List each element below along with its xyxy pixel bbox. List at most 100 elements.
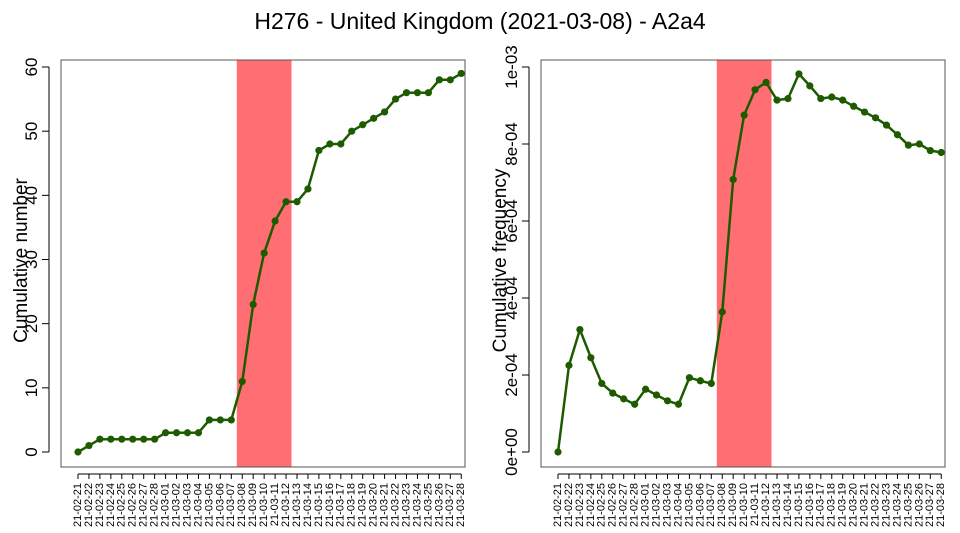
data-point (85, 441, 93, 450)
x-tick-label: 21-03-01 (640, 483, 652, 527)
x-tick-label: 21-03-01 (160, 483, 172, 527)
data-point (348, 127, 356, 135)
x-tick-label: 21-03-16 (324, 483, 336, 527)
x-tick-label: 21-03-05 (683, 483, 695, 527)
data-point (435, 76, 443, 84)
page-title: H276 - United Kingdom (2021-03-08) - A2a… (254, 8, 706, 34)
data-point (326, 140, 334, 148)
x-tick-label: 21-03-13 (771, 483, 783, 527)
data-point (457, 69, 465, 78)
data-point (762, 78, 770, 86)
x-tick-label: 21-03-24 (411, 483, 423, 527)
x-tick-label: 21-03-04 (672, 483, 684, 527)
data-point (609, 389, 617, 397)
data-point (271, 217, 279, 225)
data-point (871, 114, 880, 122)
data-point (663, 397, 672, 405)
x-tick-label: 21-03-04 (192, 483, 204, 527)
data-point (107, 435, 115, 443)
x-tick-label: 21-03-11 (269, 483, 281, 526)
y-axis-title: Cumulative number (11, 177, 32, 342)
data-point (729, 175, 737, 184)
x-tick-label: 21-03-10 (258, 483, 270, 527)
x-tick-label: 21-02-25 (116, 483, 128, 527)
data-point (882, 121, 891, 129)
data-point (424, 89, 432, 97)
data-point (282, 198, 290, 206)
y-tick-label: 6e-04 (502, 199, 521, 242)
x-tick-label: 21-02-21 (552, 483, 564, 527)
x-tick-label: 21-03-17 (335, 483, 347, 527)
data-point (861, 108, 869, 116)
x-tick-label: 21-03-26 (433, 483, 445, 527)
x-tick-label: 21-03-15 (793, 483, 805, 527)
data-point (381, 108, 389, 116)
data-point (817, 94, 825, 103)
y-tick-label: 2e-04 (502, 353, 521, 396)
x-tick-label: 21-02-24 (105, 483, 117, 527)
x-tick-label: 21-03-02 (650, 483, 662, 527)
data-point (227, 416, 235, 424)
x-tick-label: 21-03-07 (705, 483, 717, 527)
data-point (652, 391, 661, 399)
data-point (151, 435, 159, 443)
data-point (740, 111, 748, 119)
x-tick-label: 21-02-23 (574, 483, 586, 527)
data-point (674, 400, 683, 408)
data-point (260, 249, 268, 257)
x-tick-label: 21-02-27 (138, 483, 150, 527)
data-point (446, 76, 454, 84)
x-tick-label: 21-03-08 (716, 483, 728, 527)
x-tick-label: 21-03-05 (203, 483, 215, 527)
x-tick-label: 21-03-21 (859, 483, 871, 527)
plot-frame (540, 59, 946, 468)
x-tick-label: 21-02-28 (149, 483, 161, 527)
x-tick-label: 21-03-09 (247, 483, 259, 527)
x-tick-label: 21-03-20 (368, 483, 380, 527)
y-tick-label: 1e-03 (502, 45, 521, 88)
data-point (194, 429, 203, 437)
data-point (249, 300, 257, 309)
data-point (370, 114, 378, 122)
y-tick-label: 50 (22, 122, 41, 141)
x-tick-label: 21-02-26 (127, 483, 139, 527)
x-tick-label: 21-03-12 (280, 483, 292, 527)
x-tick-label: 21-03-24 (891, 483, 903, 527)
y-axis-title: Cumulative frequency (490, 168, 511, 352)
data-point (337, 140, 345, 148)
data-point (915, 140, 923, 148)
x-tick-label: 21-03-19 (837, 483, 849, 527)
x-tick-label: 21-03-23 (880, 483, 892, 527)
data-point (304, 185, 312, 193)
data-point (806, 82, 814, 90)
data-point (96, 435, 104, 443)
x-tick-label: 21-03-03 (661, 483, 673, 527)
x-tick-label: 21-02-24 (585, 483, 597, 527)
x-tick-label: 21-03-09 (727, 483, 739, 527)
x-tick-label: 21-03-20 (848, 483, 860, 527)
data-point (620, 395, 628, 403)
x-tick-label: 21-03-23 (400, 483, 412, 527)
x-tick-label: 21-02-28 (629, 483, 641, 527)
data-point (315, 146, 323, 155)
data-point (904, 141, 913, 149)
x-tick-label: 21-03-27 (924, 483, 936, 527)
y-tick-label: 60 (22, 58, 41, 77)
data-point (642, 385, 650, 393)
data-point (773, 96, 781, 104)
x-tick-label: 21-03-28 (935, 483, 947, 527)
data-point (118, 435, 126, 443)
y-tick-label: 0e+00 (502, 428, 521, 476)
data-point (587, 354, 595, 362)
data-point (554, 448, 562, 456)
y-tick-label: 8e-04 (502, 122, 521, 165)
y-tick-label: 30 (22, 250, 41, 269)
data-point (839, 96, 847, 104)
x-tick-label: 21-03-07 (225, 483, 237, 527)
x-tick-label: 21-03-16 (804, 483, 816, 527)
x-tick-label: 21-03-13 (291, 483, 303, 527)
x-tick-label: 21-03-18 (346, 483, 358, 527)
data-point (402, 89, 411, 97)
data-point (926, 146, 934, 155)
